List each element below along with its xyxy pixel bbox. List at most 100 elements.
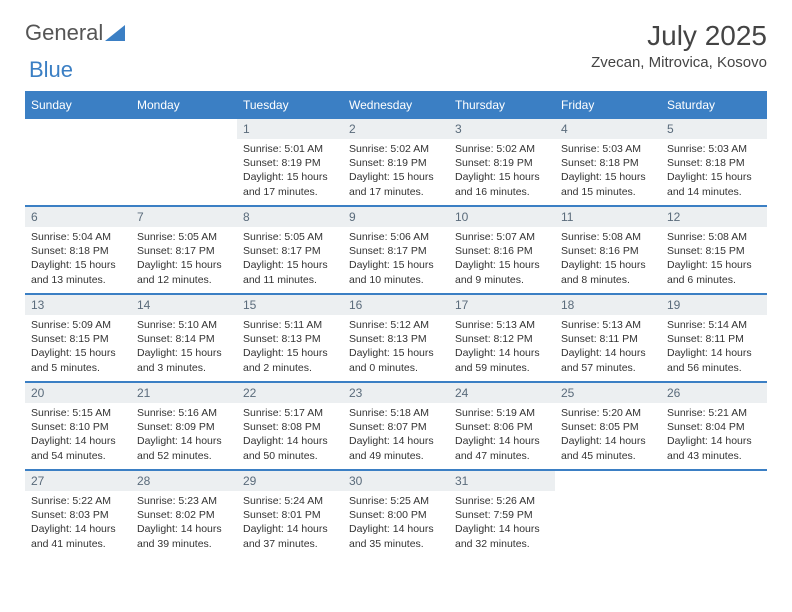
weekday-header: Friday	[555, 92, 661, 118]
daylight-text: Daylight: 14 hours and 49 minutes.	[349, 434, 443, 462]
sunset-text: Sunset: 8:06 PM	[455, 420, 549, 434]
calendar-week-row: 27Sunrise: 5:22 AMSunset: 8:03 PMDayligh…	[25, 470, 767, 557]
sunrise-text: Sunrise: 5:02 AM	[455, 142, 549, 156]
daylight-text: Daylight: 15 hours and 13 minutes.	[31, 258, 125, 286]
day-details: Sunrise: 5:01 AMSunset: 8:19 PMDaylight:…	[237, 139, 343, 202]
title-block: July 2025 Zvecan, Mitrovica, Kosovo	[591, 20, 767, 71]
sunrise-text: Sunrise: 5:11 AM	[243, 318, 337, 332]
sunrise-text: Sunrise: 5:17 AM	[243, 406, 337, 420]
daylight-text: Daylight: 15 hours and 5 minutes.	[31, 346, 125, 374]
sunset-text: Sunset: 8:00 PM	[349, 508, 443, 522]
calendar-cell	[131, 118, 237, 206]
sunset-text: Sunset: 8:12 PM	[455, 332, 549, 346]
sunrise-text: Sunrise: 5:20 AM	[561, 406, 655, 420]
day-details: Sunrise: 5:26 AMSunset: 7:59 PMDaylight:…	[449, 491, 555, 554]
calendar-cell: 17Sunrise: 5:13 AMSunset: 8:12 PMDayligh…	[449, 294, 555, 382]
day-number: 15	[237, 295, 343, 315]
day-number: 12	[661, 207, 767, 227]
day-number: 23	[343, 383, 449, 403]
daylight-text: Daylight: 15 hours and 17 minutes.	[349, 170, 443, 198]
sunset-text: Sunset: 8:19 PM	[243, 156, 337, 170]
calendar-cell: 16Sunrise: 5:12 AMSunset: 8:13 PMDayligh…	[343, 294, 449, 382]
daylight-text: Daylight: 14 hours and 54 minutes.	[31, 434, 125, 462]
sunset-text: Sunset: 8:19 PM	[349, 156, 443, 170]
sunrise-text: Sunrise: 5:22 AM	[31, 494, 125, 508]
sunset-text: Sunset: 8:09 PM	[137, 420, 231, 434]
calendar-cell: 12Sunrise: 5:08 AMSunset: 8:15 PMDayligh…	[661, 206, 767, 294]
sunset-text: Sunset: 8:17 PM	[349, 244, 443, 258]
calendar-cell	[661, 470, 767, 557]
daylight-text: Daylight: 14 hours and 32 minutes.	[455, 522, 549, 550]
sunset-text: Sunset: 8:18 PM	[561, 156, 655, 170]
daylight-text: Daylight: 15 hours and 15 minutes.	[561, 170, 655, 198]
day-number: 10	[449, 207, 555, 227]
sunset-text: Sunset: 8:18 PM	[31, 244, 125, 258]
daylight-text: Daylight: 14 hours and 37 minutes.	[243, 522, 337, 550]
daylight-text: Daylight: 15 hours and 9 minutes.	[455, 258, 549, 286]
sunset-text: Sunset: 7:59 PM	[455, 508, 549, 522]
day-details: Sunrise: 5:15 AMSunset: 8:10 PMDaylight:…	[25, 403, 131, 466]
sunset-text: Sunset: 8:15 PM	[667, 244, 761, 258]
sunrise-text: Sunrise: 5:01 AM	[243, 142, 337, 156]
calendar-cell	[555, 470, 661, 557]
logo-part2: Blue	[29, 57, 73, 82]
calendar-cell: 1Sunrise: 5:01 AMSunset: 8:19 PMDaylight…	[237, 118, 343, 206]
day-number: 2	[343, 119, 449, 139]
calendar-cell: 31Sunrise: 5:26 AMSunset: 7:59 PMDayligh…	[449, 470, 555, 557]
day-details: Sunrise: 5:11 AMSunset: 8:13 PMDaylight:…	[237, 315, 343, 378]
calendar-cell: 24Sunrise: 5:19 AMSunset: 8:06 PMDayligh…	[449, 382, 555, 470]
calendar-week-row: 20Sunrise: 5:15 AMSunset: 8:10 PMDayligh…	[25, 382, 767, 470]
daylight-text: Daylight: 15 hours and 17 minutes.	[243, 170, 337, 198]
day-number: 30	[343, 471, 449, 491]
sunrise-text: Sunrise: 5:15 AM	[31, 406, 125, 420]
day-details: Sunrise: 5:24 AMSunset: 8:01 PMDaylight:…	[237, 491, 343, 554]
day-number: 25	[555, 383, 661, 403]
day-details: Sunrise: 5:10 AMSunset: 8:14 PMDaylight:…	[131, 315, 237, 378]
day-details: Sunrise: 5:12 AMSunset: 8:13 PMDaylight:…	[343, 315, 449, 378]
sunset-text: Sunset: 8:19 PM	[455, 156, 549, 170]
sunset-text: Sunset: 8:18 PM	[667, 156, 761, 170]
day-details: Sunrise: 5:20 AMSunset: 8:05 PMDaylight:…	[555, 403, 661, 466]
sunrise-text: Sunrise: 5:24 AM	[243, 494, 337, 508]
daylight-text: Daylight: 14 hours and 41 minutes.	[31, 522, 125, 550]
calendar-cell: 4 Sunrise: 5:03 AMSunset: 8:18 PMDaylight…	[555, 118, 661, 206]
day-details: Sunrise: 5:04 AMSunset: 8:18 PMDaylight:…	[25, 227, 131, 290]
calendar-table: SundayMondayTuesdayWednesdayThursdayFrid…	[25, 91, 767, 557]
sunrise-text: Sunrise: 5:13 AM	[455, 318, 549, 332]
day-details: Sunrise: 5:21 AMSunset: 8:04 PMDaylight:…	[661, 403, 767, 466]
calendar-cell: 7Sunrise: 5:05 AMSunset: 8:17 PMDaylight…	[131, 206, 237, 294]
calendar-cell: 11Sunrise: 5:08 AMSunset: 8:16 PMDayligh…	[555, 206, 661, 294]
weekday-header: Thursday	[449, 92, 555, 118]
sunset-text: Sunset: 8:16 PM	[561, 244, 655, 258]
weekday-header: Wednesday	[343, 92, 449, 118]
day-number: 20	[25, 383, 131, 403]
day-number: 19	[661, 295, 767, 315]
calendar-week-row: 13Sunrise: 5:09 AMSunset: 8:15 PMDayligh…	[25, 294, 767, 382]
sunset-text: Sunset: 8:16 PM	[455, 244, 549, 258]
sunset-text: Sunset: 8:17 PM	[137, 244, 231, 258]
day-number: 21	[131, 383, 237, 403]
calendar-cell: 19Sunrise: 5:14 AMSunset: 8:11 PMDayligh…	[661, 294, 767, 382]
daylight-text: Daylight: 14 hours and 52 minutes.	[137, 434, 231, 462]
day-details: Sunrise: 5:05 AMSunset: 8:17 PMDaylight:…	[237, 227, 343, 290]
daylight-text: Daylight: 14 hours and 59 minutes.	[455, 346, 549, 374]
day-number: 24	[449, 383, 555, 403]
daylight-text: Daylight: 15 hours and 10 minutes.	[349, 258, 443, 286]
calendar-cell: 25Sunrise: 5:20 AMSunset: 8:05 PMDayligh…	[555, 382, 661, 470]
sunset-text: Sunset: 8:01 PM	[243, 508, 337, 522]
calendar-cell: 29Sunrise: 5:24 AMSunset: 8:01 PMDayligh…	[237, 470, 343, 557]
calendar-cell: 28Sunrise: 5:23 AMSunset: 8:02 PMDayligh…	[131, 470, 237, 557]
day-details: Sunrise: 5:23 AMSunset: 8:02 PMDaylight:…	[131, 491, 237, 554]
calendar-cell: 2Sunrise: 5:02 AMSunset: 8:19 PMDaylight…	[343, 118, 449, 206]
day-number: 3	[449, 119, 555, 139]
sunrise-text: Sunrise: 5:03 AM	[561, 142, 655, 156]
sunrise-text: Sunrise: 5:16 AM	[137, 406, 231, 420]
day-number: 31	[449, 471, 555, 491]
calendar-cell: 27Sunrise: 5:22 AMSunset: 8:03 PMDayligh…	[25, 470, 131, 557]
day-number: 4	[555, 119, 661, 139]
calendar-cell: 23Sunrise: 5:18 AMSunset: 8:07 PMDayligh…	[343, 382, 449, 470]
daylight-text: Daylight: 15 hours and 14 minutes.	[667, 170, 761, 198]
day-details: Sunrise: 5:09 AMSunset: 8:15 PMDaylight:…	[25, 315, 131, 378]
calendar-week-row: 1Sunrise: 5:01 AMSunset: 8:19 PMDaylight…	[25, 118, 767, 206]
daylight-text: Daylight: 14 hours and 43 minutes.	[667, 434, 761, 462]
